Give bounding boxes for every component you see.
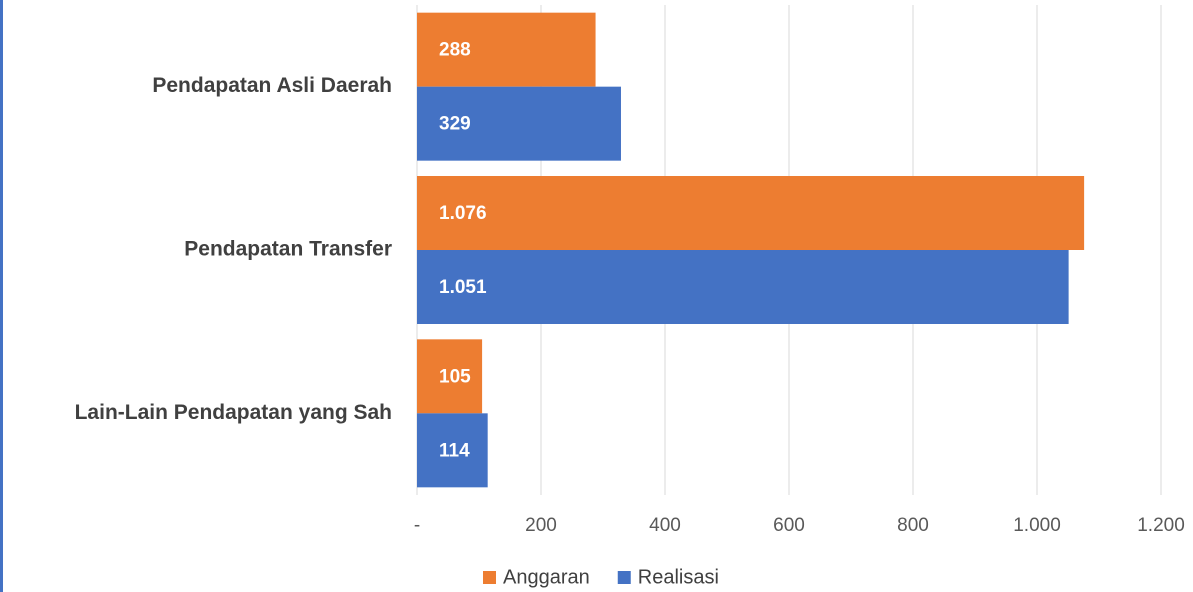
category-label: Lain-Lain Pendapatan yang Sah [75, 401, 392, 424]
legend-swatch [483, 571, 496, 584]
bar [417, 12, 596, 87]
legend-label: Realisasi [638, 566, 719, 588]
category-label: Pendapatan Asli Daerah [152, 74, 392, 97]
x-tick-label: 200 [525, 515, 557, 536]
value-label: 114 [439, 440, 470, 461]
legend-label: Anggaran [503, 566, 590, 588]
category-label: Pendapatan Transfer [184, 238, 392, 261]
x-tick-label: 400 [649, 515, 681, 536]
bar [417, 86, 621, 161]
bar [417, 250, 1069, 324]
x-tick-label: 600 [773, 515, 805, 536]
legend-swatch [617, 571, 631, 584]
x-tick-label: 1.000 [1013, 515, 1061, 536]
bar [417, 176, 1085, 250]
value-label: 1.051 [439, 277, 487, 298]
bar [417, 339, 483, 414]
value-label: 1.076 [439, 203, 487, 224]
value-label: 288 [439, 40, 471, 61]
x-tick-label: - [414, 515, 420, 536]
x-tick-label: 800 [897, 515, 929, 536]
page-border [0, 0, 3, 592]
x-tick-label: 1.200 [1137, 515, 1185, 536]
bar [417, 413, 488, 488]
value-label: 329 [439, 114, 471, 135]
value-label: 105 [439, 366, 471, 387]
